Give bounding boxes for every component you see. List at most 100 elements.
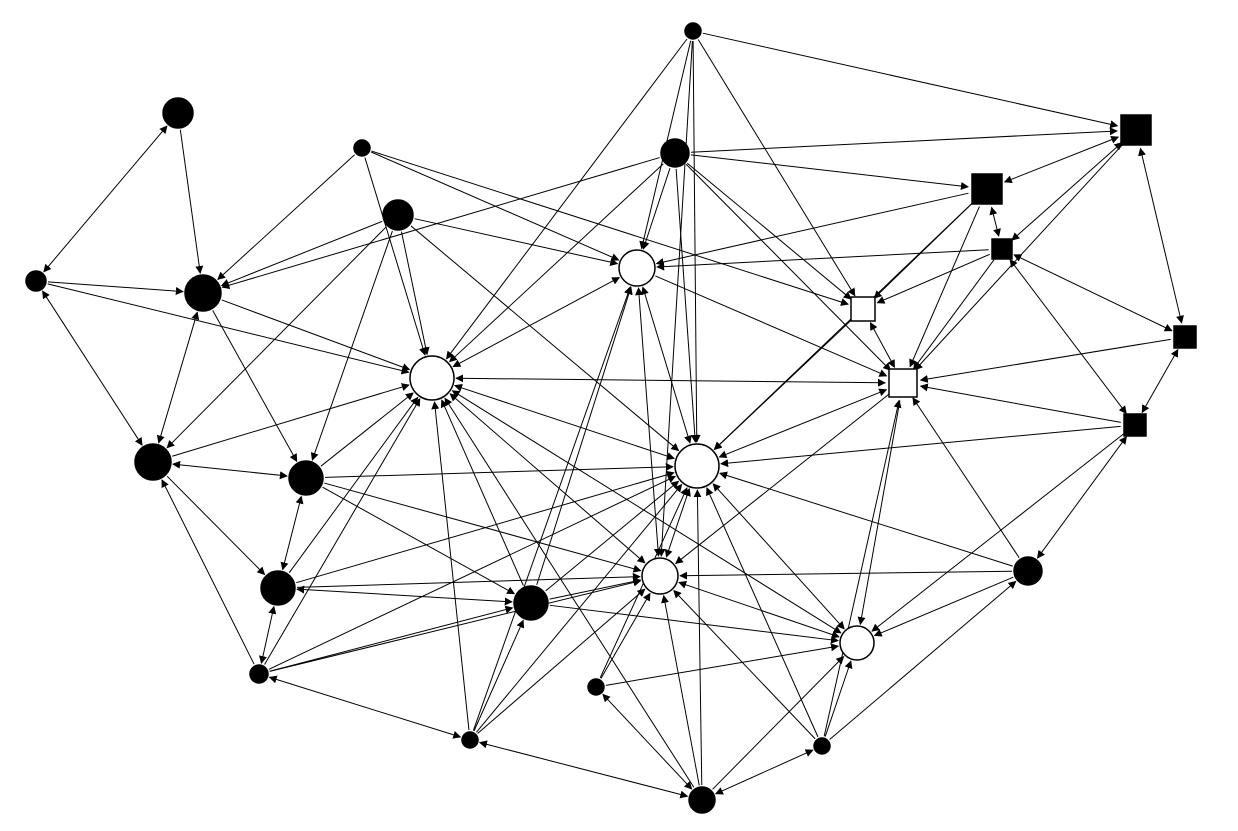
node-n4 <box>1121 115 1151 145</box>
node-n9 <box>26 271 46 291</box>
node-n17 <box>135 444 171 480</box>
edge <box>676 169 695 442</box>
network-diagram <box>0 0 1238 831</box>
node-n21 <box>261 571 295 605</box>
edge <box>664 596 700 786</box>
edge <box>680 571 1012 576</box>
node-n24 <box>250 665 268 683</box>
edge <box>446 39 687 359</box>
node-layer <box>26 23 1196 813</box>
node-n11 <box>851 297 875 321</box>
edge <box>269 677 460 737</box>
edge <box>1140 148 1181 322</box>
edge <box>691 131 1117 152</box>
edge <box>44 126 167 272</box>
edge <box>875 577 1014 635</box>
node-n0 <box>685 23 701 39</box>
edge <box>321 393 413 466</box>
edge-layer <box>43 33 1182 796</box>
edge <box>453 277 619 366</box>
node-n3 <box>354 140 370 156</box>
edge <box>162 480 254 664</box>
edge <box>270 608 513 671</box>
edge <box>283 496 302 569</box>
edge <box>720 473 1013 566</box>
edge <box>1142 350 1178 413</box>
node-n2 <box>661 139 689 167</box>
edge <box>167 227 386 448</box>
edge <box>173 464 287 476</box>
node-n13 <box>410 356 454 400</box>
edge <box>474 620 523 731</box>
edge <box>537 287 631 585</box>
edge <box>218 155 355 280</box>
edge <box>48 282 183 292</box>
edge <box>167 476 265 574</box>
edge <box>297 589 512 602</box>
edge <box>719 390 886 457</box>
edge <box>1014 255 1172 331</box>
edge <box>415 219 618 264</box>
edge <box>606 646 838 685</box>
node-n10 <box>185 275 221 311</box>
edge <box>455 386 674 459</box>
node-n1 <box>163 98 193 128</box>
edge <box>265 399 420 665</box>
edge <box>921 386 1121 422</box>
node-n7 <box>992 239 1012 259</box>
node-n16 <box>675 444 719 488</box>
edge <box>1037 437 1126 558</box>
node-n20 <box>1014 557 1042 585</box>
node-n19 <box>642 558 678 594</box>
edge <box>48 284 409 372</box>
node-n15 <box>1124 414 1146 436</box>
edge <box>691 155 968 187</box>
node-n28 <box>814 738 830 754</box>
edge <box>1010 260 1126 414</box>
edge <box>686 164 890 370</box>
node-n8 <box>619 250 655 286</box>
edge <box>697 490 701 785</box>
edge <box>1005 137 1119 182</box>
edge <box>222 300 410 370</box>
edge <box>43 291 143 445</box>
edge <box>674 590 815 738</box>
edge <box>372 151 849 304</box>
edge <box>172 385 409 456</box>
edge <box>213 310 297 461</box>
node-n12 <box>1174 326 1196 348</box>
node-n14 <box>889 369 917 397</box>
edge <box>872 434 1124 631</box>
edge <box>679 582 839 636</box>
edge <box>323 487 515 594</box>
edge <box>860 401 900 625</box>
edge <box>603 694 692 789</box>
edge <box>297 577 640 588</box>
node-n22 <box>514 586 548 620</box>
node-n25 <box>588 679 604 695</box>
edge <box>698 40 855 296</box>
edge <box>713 484 844 629</box>
edge <box>693 41 697 442</box>
node-n26 <box>462 732 478 748</box>
edge <box>550 605 838 640</box>
edge <box>261 607 274 664</box>
edge <box>452 391 841 633</box>
edge <box>312 231 392 460</box>
edge <box>992 207 999 236</box>
edge <box>921 339 1171 380</box>
edge <box>713 657 844 790</box>
node-n18 <box>289 461 323 495</box>
edge <box>913 398 1019 558</box>
node-n5 <box>972 174 1002 204</box>
edge <box>643 168 670 249</box>
node-n6 <box>383 200 413 230</box>
edge <box>914 260 994 369</box>
node-n27 <box>689 787 715 813</box>
edge <box>870 323 894 368</box>
edge <box>703 33 1118 126</box>
edge <box>714 320 851 450</box>
node-n23 <box>840 626 874 660</box>
edge <box>180 130 200 273</box>
edge <box>365 158 425 355</box>
